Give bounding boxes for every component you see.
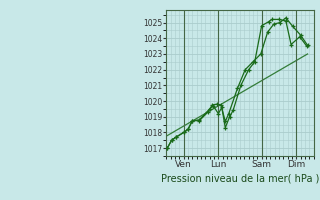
X-axis label: Pression niveau de la mer( hPa ): Pression niveau de la mer( hPa ) [161, 173, 319, 183]
